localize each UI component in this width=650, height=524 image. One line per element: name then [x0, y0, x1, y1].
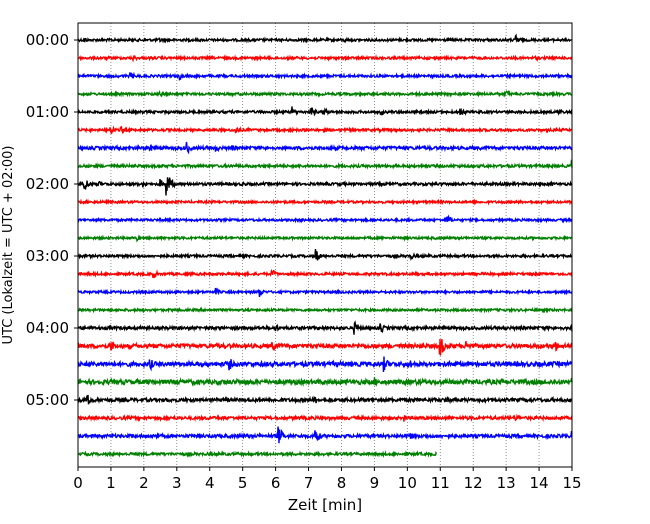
x-tick-label: 15: [562, 474, 581, 492]
x-tick-label: 5: [238, 474, 248, 492]
y-tick-label: 05:00: [26, 391, 69, 409]
trace-0500: [77, 394, 573, 405]
trace-0300: [77, 248, 573, 261]
trace-0415: [77, 338, 573, 356]
x-tick-label: 0: [73, 474, 83, 492]
trace-0130: [77, 141, 573, 155]
x-tick-label: 3: [172, 474, 182, 492]
trace-0100: [77, 106, 573, 117]
y-tick-label: 02:00: [26, 175, 69, 193]
trace-0430: [77, 356, 573, 373]
x-tick-label: 11: [431, 474, 450, 492]
trace-0015: [77, 54, 573, 63]
y-axis-label: UTC (Lokalzeit = UTC + 02:00): [1, 146, 16, 345]
trace-0530: [77, 426, 573, 444]
trace-0400: [77, 320, 573, 335]
x-tick-label: 1: [106, 474, 116, 492]
trace-0330: [77, 287, 573, 297]
grid-lines: [110, 23, 540, 467]
trace-0115: [77, 125, 573, 135]
plot-frame: [77, 22, 573, 468]
trace-0000: [77, 33, 573, 44]
x-tick-label: 10: [398, 474, 417, 492]
x-tick-label: 14: [530, 474, 549, 492]
trace-0045: [77, 89, 573, 98]
x-axis: 0 1 2 3 4 5 6 7 8 9 10 11 12 13 14 15: [73, 467, 582, 492]
y-tick-label: 01:00: [26, 103, 69, 121]
trace-0315: [77, 268, 573, 279]
x-tick-label: 13: [497, 474, 516, 492]
trace-0445: [77, 377, 573, 387]
x-tick-label: 8: [337, 474, 347, 492]
x-axis-label: Zeit [min]: [288, 496, 362, 514]
x-tick-label: 7: [304, 474, 314, 492]
y-tick-label: 04:00: [26, 319, 69, 337]
x-tick-label: 6: [271, 474, 281, 492]
trace-0030: [77, 71, 573, 81]
y-tick-label: 00:00: [26, 31, 69, 49]
trace-0215: [77, 198, 573, 206]
trace-0245: [77, 234, 573, 243]
trace-0345: [78, 306, 573, 314]
y-tick-label: 03:00: [26, 247, 69, 265]
x-tick-label: 4: [205, 474, 215, 492]
trace-0200: [77, 177, 573, 196]
x-tick-label: 9: [370, 474, 380, 492]
trace-0545: [78, 450, 438, 459]
trace-0145: [77, 159, 573, 170]
trace-0230: [77, 214, 573, 224]
x-tick-label: 2: [139, 474, 149, 492]
trace-0515: [77, 413, 573, 423]
y-axis: 00:00 01:00 02:00 03:00 04:00 05:00: [26, 31, 78, 409]
x-tick-label: 12: [464, 474, 483, 492]
seismic-traces: [77, 33, 573, 459]
